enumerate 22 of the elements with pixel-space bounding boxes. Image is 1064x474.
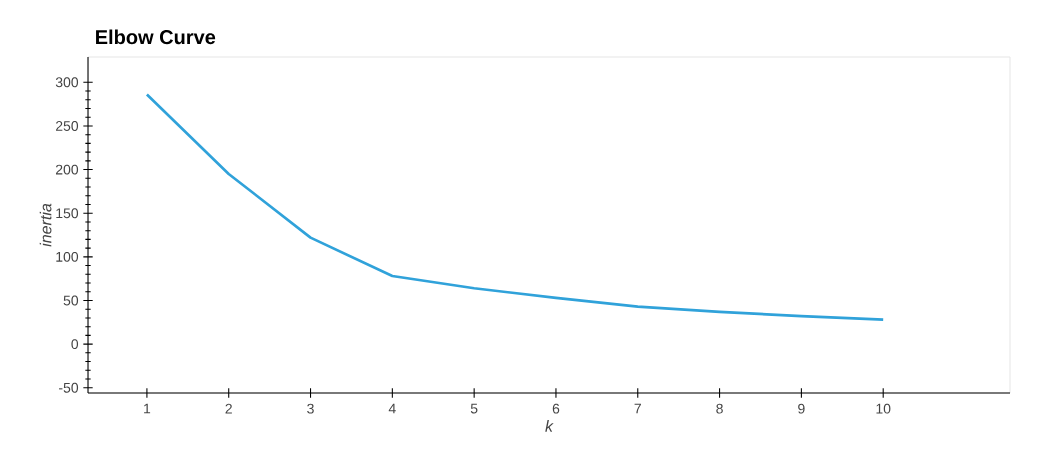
y-tick-label: -50 bbox=[59, 382, 79, 393]
x-tick-label: 10 bbox=[876, 403, 891, 414]
x-tick-label: 4 bbox=[388, 403, 396, 414]
y-tick-label: 200 bbox=[55, 164, 79, 175]
x-tick-label: 2 bbox=[225, 403, 232, 414]
x-tick-label: 9 bbox=[798, 403, 805, 414]
y-tick-label: 250 bbox=[55, 120, 79, 131]
x-tick-label: 5 bbox=[470, 403, 478, 414]
y-tick-label: 0 bbox=[71, 339, 79, 350]
y-tick-label: 150 bbox=[56, 208, 79, 219]
line-series bbox=[145, 93, 885, 322]
x-tick-label: 6 bbox=[552, 403, 560, 414]
chart-title: Elbow Curve bbox=[96, 29, 216, 45]
x-tick-label: 1 bbox=[144, 403, 151, 414]
y-tick-label: 100 bbox=[56, 251, 79, 262]
x-tick-label: 7 bbox=[634, 403, 641, 414]
y-tick-label: 300 bbox=[55, 77, 79, 88]
x-tick-label: 3 bbox=[307, 403, 314, 414]
x-axis-title: k bbox=[545, 420, 554, 432]
x-tick-label: 8 bbox=[716, 403, 723, 414]
y-axis-title: inertia bbox=[39, 203, 52, 247]
y-tick-label: 50 bbox=[63, 295, 79, 306]
